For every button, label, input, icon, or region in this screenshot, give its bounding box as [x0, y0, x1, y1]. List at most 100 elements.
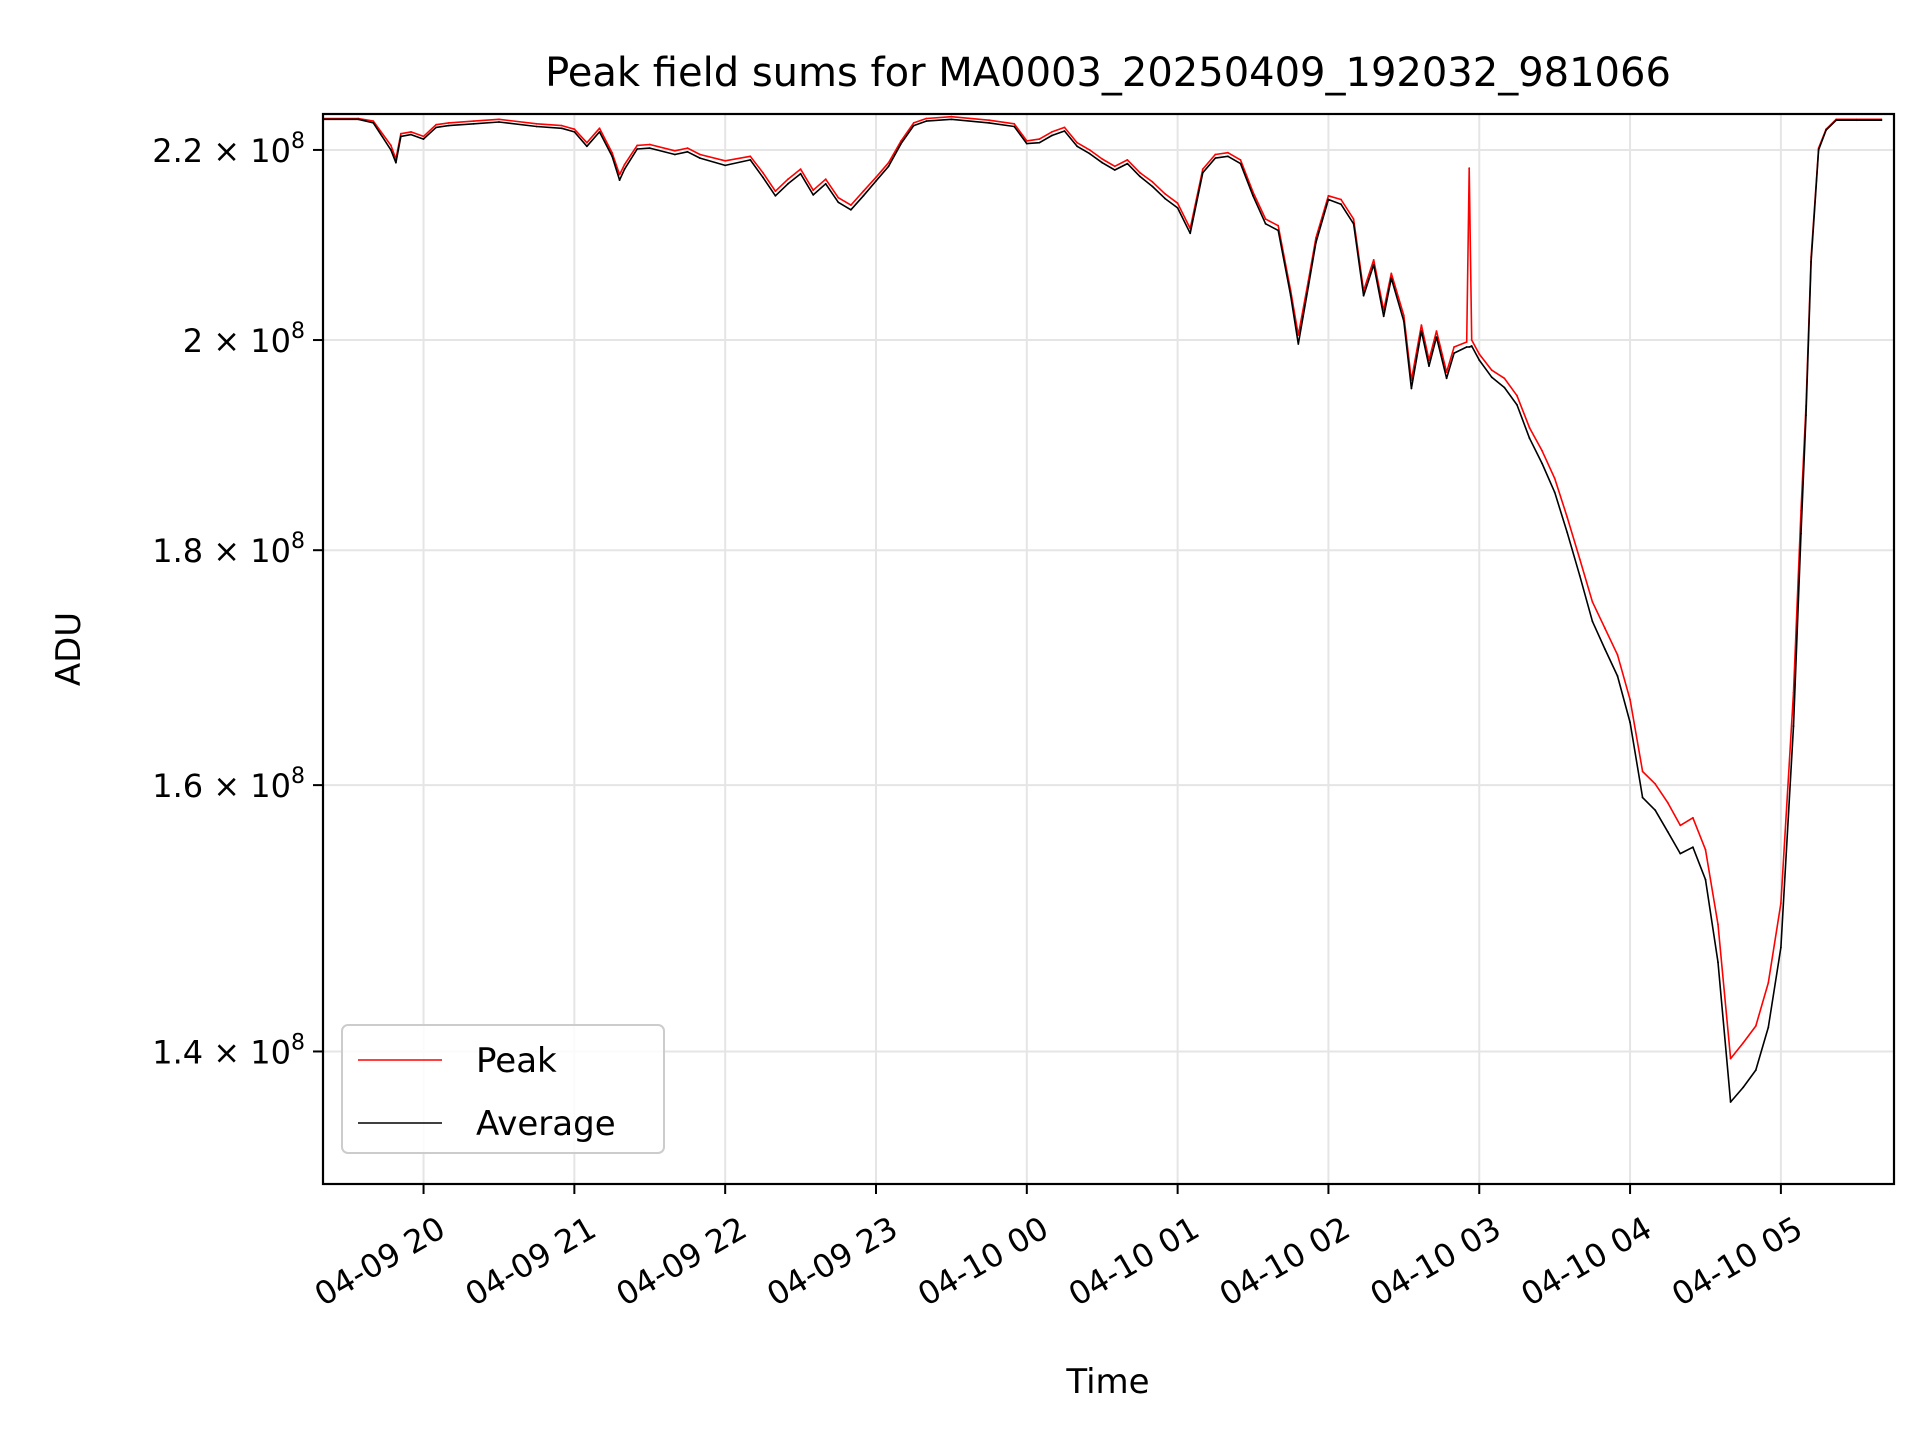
- data-point: [1239, 162, 1242, 165]
- data-point: [1566, 516, 1569, 519]
- data-point: [1470, 345, 1473, 347]
- data-point: [372, 120, 375, 122]
- data-point: [410, 131, 412, 133]
- data-point: [1076, 141, 1078, 144]
- data-point: [887, 165, 890, 168]
- data-point: [988, 122, 990, 124]
- data-point: [1654, 783, 1657, 785]
- data-point: [1410, 387, 1413, 390]
- data-point: [1468, 346, 1471, 348]
- data-point: [1810, 260, 1812, 263]
- data-point: [1201, 171, 1204, 174]
- data-point: [1717, 961, 1719, 964]
- data-point: [1468, 167, 1471, 170]
- data-point: [1767, 982, 1770, 984]
- data-point: [1435, 336, 1438, 338]
- data-point: [611, 155, 613, 158]
- x-axis-label: Time: [1065, 1362, 1149, 1402]
- data-point: [390, 144, 392, 147]
- data-point: [447, 122, 450, 124]
- data-point: [560, 127, 563, 130]
- data-point: [535, 122, 538, 125]
- data-point: [1754, 1069, 1757, 1071]
- data-point: [1478, 359, 1481, 361]
- data-point: [472, 120, 475, 122]
- data-point: [724, 164, 727, 167]
- data-point: [1420, 330, 1423, 332]
- data-point: [598, 131, 601, 133]
- data-point: [762, 176, 764, 179]
- data-point: [1435, 330, 1438, 332]
- data-point: [1835, 119, 1838, 122]
- data-point: [1297, 334, 1300, 336]
- data-point: [1591, 600, 1594, 603]
- data-point: [1051, 131, 1053, 133]
- data-point: [1277, 224, 1280, 227]
- data-point: [1729, 1057, 1732, 1060]
- data-point: [925, 117, 928, 120]
- data-point: [1717, 923, 1719, 926]
- data-point: [1126, 159, 1129, 161]
- data-point: [535, 125, 538, 128]
- data-point: [774, 190, 777, 193]
- data-point: [611, 151, 613, 154]
- data-point: [1063, 126, 1066, 129]
- data-point: [762, 171, 764, 174]
- data-point: [1445, 377, 1448, 380]
- data-point: [1780, 946, 1782, 949]
- data-point: [435, 126, 437, 129]
- data-point: [1063, 130, 1066, 132]
- data-point: [850, 208, 852, 211]
- data-point: [1503, 377, 1506, 380]
- data-point: [1616, 675, 1619, 677]
- data-point: [1754, 1025, 1757, 1027]
- data-point: [1362, 294, 1365, 297]
- data-point: [1088, 149, 1091, 151]
- data-point: [1025, 140, 1028, 142]
- data-point: [1666, 801, 1669, 804]
- data-point: [724, 159, 727, 162]
- data-point: [447, 124, 450, 127]
- data-point: [1264, 222, 1267, 225]
- data-point: [636, 144, 639, 147]
- data-point: [1340, 203, 1342, 206]
- data-point: [887, 161, 890, 164]
- data-point: [812, 194, 815, 196]
- data-point: [498, 121, 500, 123]
- data-point: [1604, 627, 1606, 630]
- data-point: [787, 178, 789, 181]
- data-point: [1742, 1042, 1745, 1044]
- data-point: [1101, 158, 1104, 160]
- data-point: [1516, 404, 1518, 406]
- data-point: [1666, 830, 1669, 833]
- data-point: [1307, 286, 1310, 288]
- data-point: [862, 194, 865, 197]
- data-point: [850, 204, 852, 207]
- series-line-average: [323, 118, 1882, 1103]
- data-point: [1252, 194, 1254, 197]
- data-point: [674, 153, 676, 156]
- data-point: [1654, 809, 1657, 812]
- data-point: [357, 118, 360, 121]
- y-axis-ticks: 1.4 × 108 1.6 × 108 1.8 × 108 2 × 108 2.2 × …: [152, 129, 323, 1071]
- plot-frame: [321, 112, 1896, 1186]
- data-point: [1541, 462, 1543, 465]
- data-point: [799, 168, 802, 171]
- data-point: [1126, 162, 1129, 165]
- data-point: [1629, 721, 1631, 724]
- data-point: [1465, 346, 1468, 348]
- data-point: [1390, 272, 1393, 275]
- data-point: [410, 133, 412, 136]
- data-point: [1800, 532, 1802, 535]
- data-point: [699, 153, 701, 156]
- data-point: [1214, 157, 1217, 160]
- data-point: [1591, 620, 1594, 623]
- data-point: [686, 150, 689, 153]
- data-point: [1151, 181, 1154, 183]
- data-point: [586, 141, 588, 144]
- data-point: [1051, 134, 1053, 137]
- data-point: [573, 128, 576, 131]
- data-point: [900, 140, 902, 142]
- data-point: [1503, 386, 1506, 389]
